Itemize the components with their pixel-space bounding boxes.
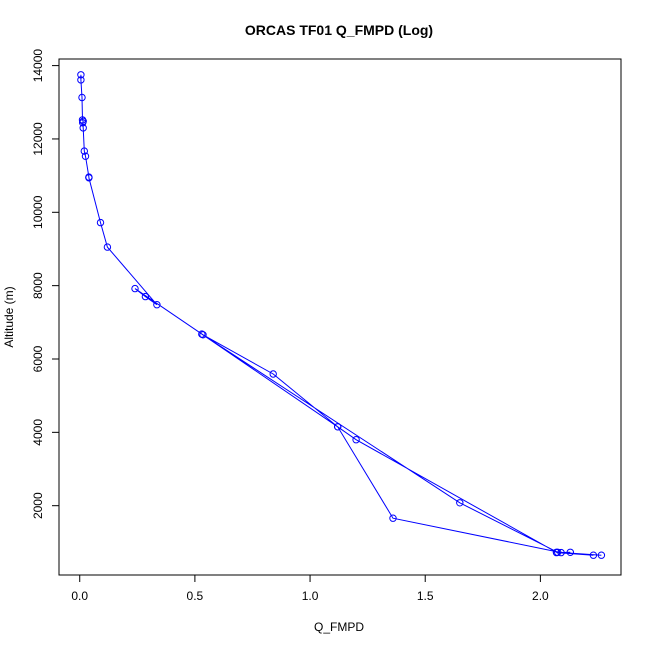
y-tick-label: 10000 <box>31 195 45 229</box>
y-axis-label: Altitude (m) <box>2 286 16 347</box>
data-point <box>141 292 150 301</box>
data-point <box>78 93 86 102</box>
chart-title: ORCAS TF01 Q_FMPD (Log) <box>245 22 433 38</box>
data-point <box>77 76 85 84</box>
data-point <box>80 147 89 155</box>
data-point <box>456 499 464 507</box>
data-point <box>269 370 277 378</box>
y-tick-label: 4000 <box>31 419 45 446</box>
data-point <box>85 174 93 182</box>
y-tick-label: 2000 <box>31 492 45 519</box>
data-point <box>96 218 105 227</box>
x-tick-label: 2.0 <box>532 589 549 603</box>
data-point <box>589 551 598 559</box>
x-tick-label: 0.5 <box>187 589 204 603</box>
y-tick-label: 6000 <box>31 345 45 372</box>
data-point <box>199 331 207 339</box>
x-tick-label: 1.5 <box>417 589 434 603</box>
data-point <box>198 330 206 338</box>
y-axis: 2000 4000 6000 8000 10000 12000 14000 <box>31 49 60 519</box>
plot-area <box>77 71 606 559</box>
x-tick-label: 1.0 <box>302 589 319 603</box>
data-point <box>153 301 161 309</box>
data-point <box>334 423 342 431</box>
data-point <box>79 124 87 132</box>
y-tick-label: 12000 <box>31 122 45 156</box>
x-axis: 0.0 0.5 1.0 1.5 2.0 <box>71 574 549 603</box>
data-point <box>352 436 360 444</box>
data-point <box>389 514 397 522</box>
data-point <box>566 548 574 556</box>
data-point <box>131 284 139 293</box>
y-tick-label: 8000 <box>31 272 45 299</box>
data-point <box>597 551 606 559</box>
data-point <box>552 548 561 557</box>
data-point <box>81 152 90 160</box>
data-point <box>557 548 565 557</box>
x-tick-label: 0.0 <box>71 589 88 603</box>
data-point <box>77 71 85 79</box>
data-point <box>103 243 112 251</box>
y-tick-label: 14000 <box>31 49 45 83</box>
x-axis-label: Q_FMPD <box>314 620 364 634</box>
data-point <box>79 119 87 127</box>
